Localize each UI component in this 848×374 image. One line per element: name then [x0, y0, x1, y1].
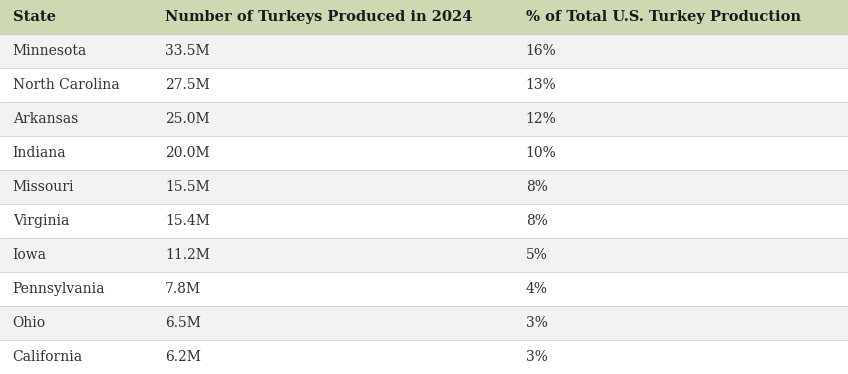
Text: 10%: 10%: [526, 146, 556, 160]
Bar: [0, 0, 848, 34]
Text: 15.4M: 15.4M: [165, 214, 210, 228]
Text: 8%: 8%: [526, 214, 548, 228]
Text: Virginia: Virginia: [13, 214, 69, 228]
Bar: [0, 34, 848, 68]
Text: 4%: 4%: [526, 282, 548, 296]
Text: 3%: 3%: [526, 316, 548, 330]
Text: 12%: 12%: [526, 112, 556, 126]
Text: 16%: 16%: [526, 44, 556, 58]
Text: California: California: [13, 350, 83, 364]
Text: Arkansas: Arkansas: [13, 112, 78, 126]
Text: 11.2M: 11.2M: [165, 248, 210, 262]
Text: Iowa: Iowa: [13, 248, 47, 262]
Text: 27.5M: 27.5M: [165, 78, 210, 92]
Text: Pennsylvania: Pennsylvania: [13, 282, 105, 296]
Text: 3%: 3%: [526, 350, 548, 364]
Bar: [0, 170, 848, 204]
Text: Minnesota: Minnesota: [13, 44, 87, 58]
Bar: [0, 136, 848, 170]
Text: 8%: 8%: [526, 180, 548, 194]
Text: Indiana: Indiana: [13, 146, 66, 160]
Text: 5%: 5%: [526, 248, 548, 262]
Text: Missouri: Missouri: [13, 180, 75, 194]
Bar: [0, 204, 848, 238]
Bar: [0, 102, 848, 136]
Bar: [0, 306, 848, 340]
Text: State: State: [13, 10, 56, 24]
Text: 6.5M: 6.5M: [165, 316, 201, 330]
Text: 20.0M: 20.0M: [165, 146, 210, 160]
Bar: [0, 340, 848, 374]
Text: % of Total U.S. Turkey Production: % of Total U.S. Turkey Production: [526, 10, 801, 24]
Text: North Carolina: North Carolina: [13, 78, 120, 92]
Text: 25.0M: 25.0M: [165, 112, 210, 126]
Text: Number of Turkeys Produced in 2024: Number of Turkeys Produced in 2024: [165, 10, 472, 24]
Text: Ohio: Ohio: [13, 316, 46, 330]
Bar: [0, 68, 848, 102]
Text: 13%: 13%: [526, 78, 556, 92]
Text: 6.2M: 6.2M: [165, 350, 201, 364]
Text: 33.5M: 33.5M: [165, 44, 210, 58]
Bar: [0, 238, 848, 272]
Text: 15.5M: 15.5M: [165, 180, 210, 194]
Bar: [0, 272, 848, 306]
Text: 7.8M: 7.8M: [165, 282, 201, 296]
